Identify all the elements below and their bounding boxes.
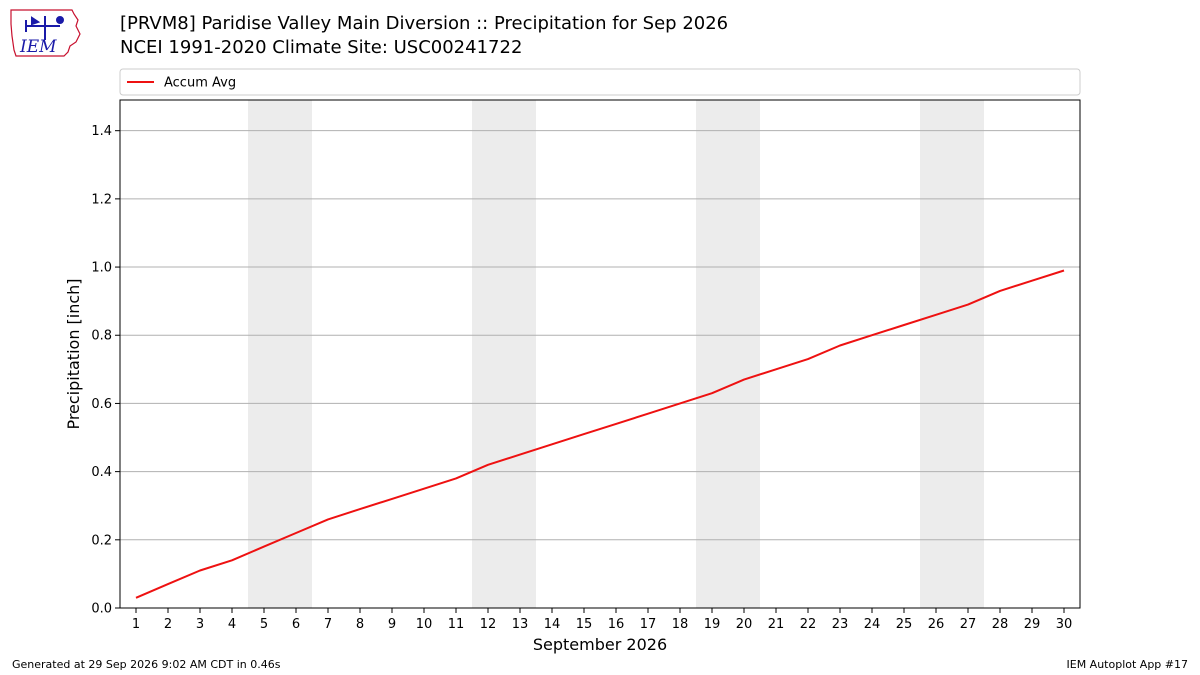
x-axis-label: September 2026 xyxy=(533,635,667,654)
chart-title: [PRVM8] Paridise Valley Main Diversion :… xyxy=(120,12,728,60)
x-tick-label: 20 xyxy=(736,617,753,632)
x-tick-label: 8 xyxy=(356,617,364,632)
x-tick-label: 19 xyxy=(704,617,721,632)
weekend-band-12-13 xyxy=(472,100,536,608)
y-tick-label: 0.8 xyxy=(91,329,112,344)
generated-timestamp: Generated at 29 Sep 2026 9:02 AM CDT in … xyxy=(12,658,281,671)
x-tick-label: 25 xyxy=(896,617,913,632)
x-tick-label: 18 xyxy=(672,617,689,632)
y-tick-label: 1.0 xyxy=(91,261,112,276)
x-tick-label: 17 xyxy=(640,617,657,632)
x-tick-label: 6 xyxy=(292,617,300,632)
x-tick-label: 24 xyxy=(864,617,881,632)
y-axis-label: Precipitation [inch] xyxy=(64,278,83,429)
weekend-band-26-27 xyxy=(920,100,984,608)
y-tick-label: 1.2 xyxy=(91,192,112,207)
logo-text: IEM xyxy=(19,37,57,57)
series xyxy=(135,269,1065,599)
title-line-2: NCEI 1991-2020 Climate Site: USC00241722 xyxy=(120,37,523,58)
y-tick-label: 0.6 xyxy=(91,397,112,412)
y-tick-label: 0.4 xyxy=(91,465,112,480)
x-tick-label: 16 xyxy=(608,617,625,632)
legend-label: Accum Avg xyxy=(164,76,236,91)
x-tick-label: 30 xyxy=(1056,617,1073,632)
x-tick-label: 10 xyxy=(416,617,433,632)
x-tick-label: 3 xyxy=(196,617,204,632)
x-tick-label: 22 xyxy=(800,617,817,632)
y-axis: 0.0 0.2 0.4 0.6 0.8 1.0 1.2 1.4 xyxy=(91,124,120,617)
x-tick-label: 27 xyxy=(960,617,977,632)
x-tick-label: 28 xyxy=(992,617,1009,632)
weather-station-icon xyxy=(25,16,64,40)
x-tick-label: 15 xyxy=(576,617,593,632)
iowa-outline-icon xyxy=(10,9,81,57)
x-tick-label: 21 xyxy=(768,617,785,632)
legend-box xyxy=(119,68,1081,96)
x-tick-label: 4 xyxy=(228,617,236,632)
x-tick-label: 12 xyxy=(480,617,497,632)
x-axis: 1 2 3 4 5 6 7 8 9 10 11 12 13 14 15 16 17 18 19 20 21 22 23 24 2… xyxy=(132,608,1072,632)
x-tick-label: 5 xyxy=(260,617,268,632)
x-tick-label: 14 xyxy=(544,617,561,632)
app-id: IEM Autoplot App #17 xyxy=(1066,658,1189,671)
weekend-band-5-6 xyxy=(248,100,312,608)
plot-frame xyxy=(119,99,1081,609)
x-tick-label: 26 xyxy=(928,617,945,632)
weekend-shading xyxy=(248,100,984,608)
y-tick-label: 0.2 xyxy=(91,533,112,548)
x-tick-label: 23 xyxy=(832,617,849,632)
x-tick-label: 13 xyxy=(512,617,529,632)
y-tick-label: 1.4 xyxy=(91,124,112,139)
x-tick-label: 29 xyxy=(1024,617,1041,632)
x-tick-label: 11 xyxy=(448,617,465,632)
series-line-accum-avg xyxy=(135,269,1065,599)
weekend-band-19-20 xyxy=(696,100,760,608)
x-tick-label: 1 xyxy=(132,617,140,632)
y-tick-label: 0.0 xyxy=(91,602,112,617)
x-tick-label: 2 xyxy=(164,617,172,632)
title-line-1: [PRVM8] Paridise Valley Main Diversion :… xyxy=(120,13,729,34)
legend: Accum Avg xyxy=(119,68,1081,96)
x-tick-label: 9 xyxy=(388,617,396,632)
x-tick-label: 7 xyxy=(324,617,332,632)
iem-logo: IEM xyxy=(10,9,81,57)
